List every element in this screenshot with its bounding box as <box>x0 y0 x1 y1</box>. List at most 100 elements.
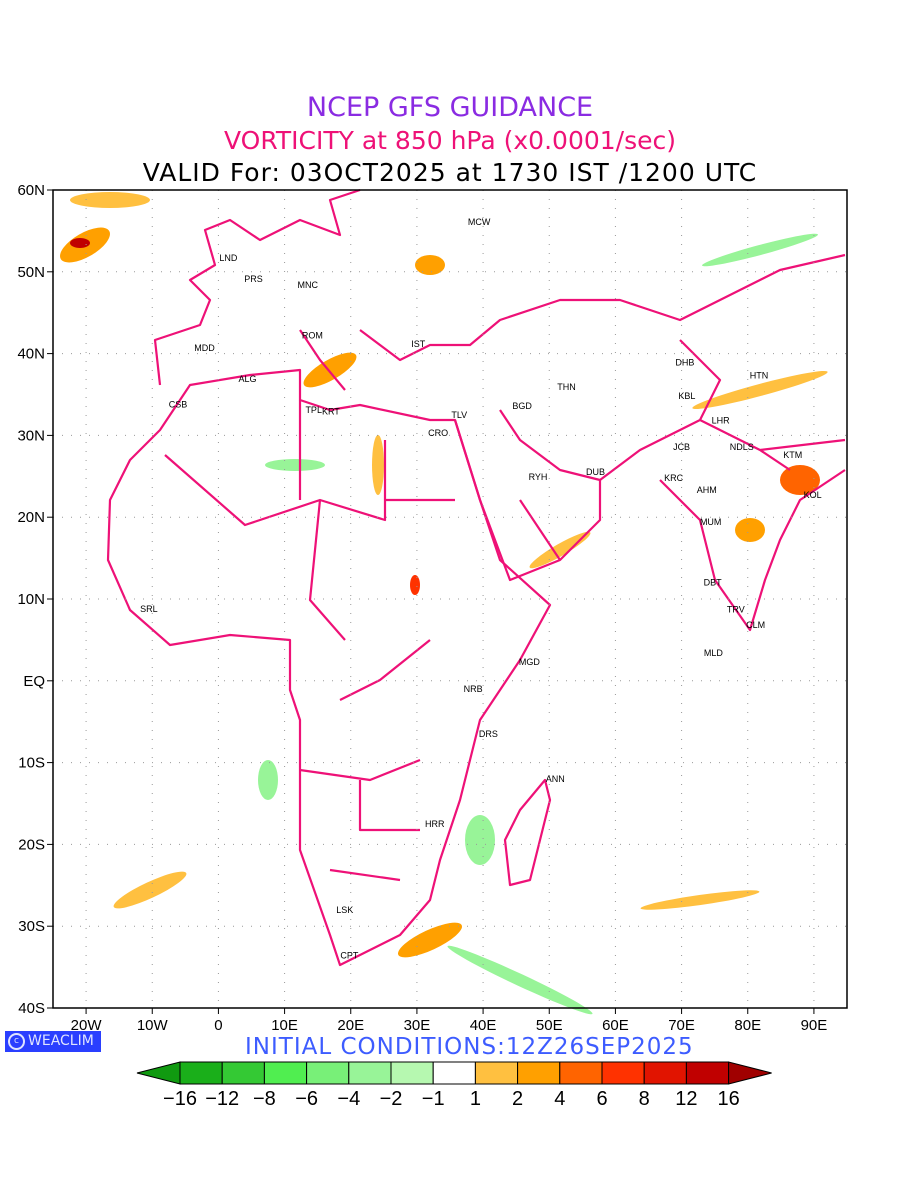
city-label-dhb: DHB <box>675 358 694 368</box>
city-label-lhr: LHR <box>712 416 731 426</box>
colorbar-swatch <box>643 1061 687 1085</box>
colorbar-label: 4 <box>554 1088 565 1110</box>
city-label-trv: TRV <box>727 605 745 615</box>
country-borders <box>164 339 846 882</box>
lon-tick-label: 10E <box>271 1017 298 1034</box>
colorbar-label: 8 <box>639 1088 650 1110</box>
lon-tick-label: 20E <box>337 1017 364 1034</box>
colorbar-swatch <box>517 1061 561 1085</box>
lat-tick-label: 10S <box>18 755 45 772</box>
city-label-mgd: MGD <box>519 657 540 667</box>
colorbar-swatch <box>559 1061 603 1085</box>
lat-tick-label: 40N <box>17 346 45 363</box>
lat-tick-label: 60N <box>17 182 45 199</box>
lat-tick-label: 30N <box>17 427 45 444</box>
city-label-ahm: AHM <box>697 485 717 495</box>
city-label-htn: HTN <box>750 371 769 381</box>
city-label-srl: SRL <box>140 604 158 614</box>
city-label-nrb: NRB <box>464 684 483 694</box>
city-label-mnc: MNC <box>297 280 318 290</box>
city-label-tlv: TLV <box>451 410 467 420</box>
city-label-ndls: NDLS <box>730 442 754 452</box>
logo-text: WEACLIM <box>28 1033 94 1049</box>
city-label-prs: PRS <box>244 274 263 284</box>
copyright-icon: c <box>8 1033 25 1050</box>
colorbar-label: 6 <box>596 1088 607 1110</box>
lat-tick-label: 30S <box>18 918 45 935</box>
colorbar-swatch <box>179 1061 223 1085</box>
city-label-cpt: CPT <box>340 951 359 961</box>
colorbar-swatch <box>474 1061 519 1085</box>
colorbar-swatch <box>221 1061 265 1085</box>
india-outline <box>659 469 846 632</box>
title-valid-time: VALID For: 03OCT2025 at 1730 IST /1200 U… <box>142 158 758 187</box>
city-label-ryh: RYH <box>529 472 548 482</box>
city-label-kbl: KBL <box>678 391 695 401</box>
colorbar-label: −16 <box>163 1088 197 1110</box>
city-label-mum: MUM <box>700 517 722 527</box>
colorbar-swatch <box>685 1061 730 1085</box>
city-label-rom: ROM <box>302 331 323 341</box>
lon-tick-label: 70E <box>668 1017 695 1034</box>
city-label-ann: ANN <box>546 774 565 784</box>
lat-tick-label: 40S <box>18 1000 45 1017</box>
city-label-dbt: DBT <box>704 578 723 588</box>
lat-tick-label: EQ <box>23 673 45 690</box>
city-label-mdd: MDD <box>194 343 215 353</box>
lon-tick-label: 90E <box>801 1017 828 1034</box>
colorbar-label: −12 <box>205 1088 239 1110</box>
colorbar-label: −6 <box>295 1088 318 1110</box>
arabia-outline <box>453 409 602 582</box>
coastlines-and-borders <box>106 188 846 967</box>
city-label-lnd: LND <box>219 253 238 263</box>
colorbar-swatch <box>348 1061 392 1085</box>
axis-ticks: 20W 10W 0 10E 20E 30E 40E 50E 60E 70E 80E 90E 60N 50N… <box>17 182 827 1034</box>
city-label-thn: THN <box>557 382 576 392</box>
colorbar-label: −4 <box>337 1088 360 1110</box>
colorbar-label: 2 <box>512 1088 523 1110</box>
lat-tick-label: 20N <box>17 509 45 526</box>
lon-tick-label: 50E <box>536 1017 563 1034</box>
lon-tick-label: 10W <box>137 1017 169 1034</box>
lon-tick-label: 0 <box>214 1017 222 1034</box>
title-model: NCEP GFS GUIDANCE <box>306 92 594 123</box>
city-label-krt: KRT <box>322 407 340 417</box>
vorticity-shading <box>60 192 828 1015</box>
colorbar-swatch <box>306 1061 350 1085</box>
title-variable: VORTICITY at 850 hPa (x0.0001/sec) <box>223 126 676 155</box>
city-label-tpl: TPL <box>305 405 322 415</box>
colorbar-swatch <box>263 1061 308 1085</box>
colorbar-label: 16 <box>717 1088 739 1110</box>
colorbar-label: 12 <box>675 1088 697 1110</box>
city-label-hrr: HRR <box>425 819 445 829</box>
lon-tick-label: 60E <box>602 1017 629 1034</box>
city-label-mld: MLD <box>704 648 724 658</box>
colorbar: −16 −12 −8 −6 −4 −2 −1 1 2 4 6 8 12 16 <box>136 1061 772 1110</box>
colorbar-swatch <box>390 1061 434 1085</box>
city-label-alg: ALG <box>239 374 257 384</box>
city-label-ktm: KTM <box>783 450 802 460</box>
city-label-lsk: LSK <box>336 905 353 915</box>
city-label-csb: CSB <box>169 399 188 409</box>
lat-tick-label: 20S <box>18 836 45 853</box>
lon-tick-label: 20W <box>71 1017 103 1034</box>
madagascar-outline <box>503 778 552 887</box>
lat-tick-label: 50N <box>17 264 45 281</box>
colorbar-high-arrow <box>728 1061 772 1085</box>
colorbar-swatch <box>601 1061 645 1085</box>
lon-tick-label: 30E <box>404 1017 431 1034</box>
africa-outline <box>106 368 552 967</box>
lon-tick-label: 40E <box>470 1017 497 1034</box>
city-label-mcw: MCW <box>468 217 491 227</box>
city-label-drs: DRS <box>479 729 498 739</box>
city-label-cro: CRO <box>428 428 448 438</box>
city-label-krc: KRC <box>664 473 684 483</box>
colorbar-swatch <box>432 1061 476 1085</box>
city-label-kol: KOL <box>804 490 822 500</box>
colorbar-label: −8 <box>253 1088 276 1110</box>
city-label-clm: CLM <box>746 620 765 630</box>
city-label-jcb: JCB <box>673 442 690 452</box>
lat-tick-label: 10N <box>17 591 45 608</box>
